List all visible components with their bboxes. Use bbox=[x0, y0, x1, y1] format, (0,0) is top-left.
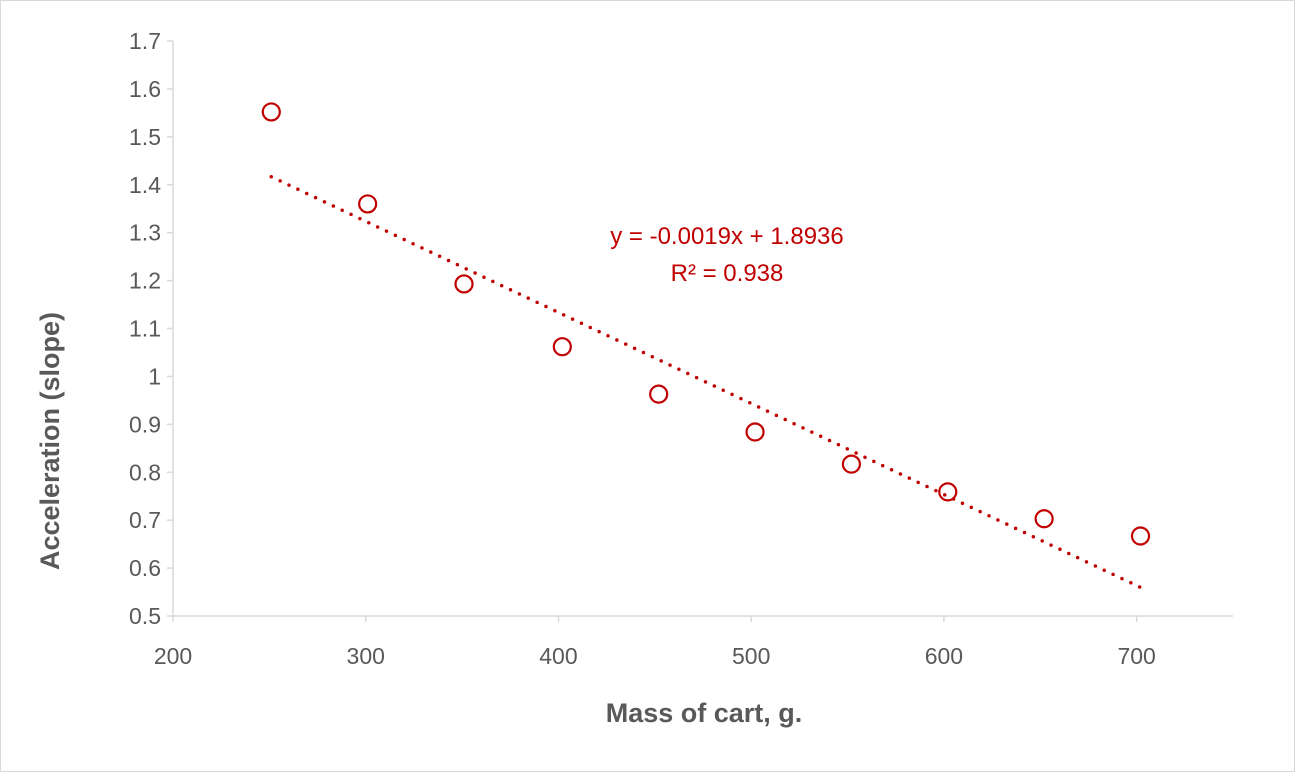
trendline-r2: R² = 0.938 bbox=[671, 260, 784, 287]
data-point bbox=[1130, 526, 1151, 546]
data-point bbox=[454, 274, 474, 294]
data-point bbox=[841, 454, 862, 474]
y-tick-label: 0.8 bbox=[129, 459, 161, 485]
y-tick-label: 1.4 bbox=[129, 172, 161, 198]
trendline-equation: y = -0.0019x + 1.8936 bbox=[610, 223, 844, 250]
x-tick-label: 300 bbox=[347, 643, 385, 669]
data-point bbox=[261, 102, 281, 122]
data-point bbox=[358, 194, 378, 214]
x-axis-title: Mass of cart, g. bbox=[606, 698, 803, 728]
x-tick-label: 600 bbox=[925, 643, 963, 669]
data-point bbox=[745, 422, 765, 442]
data-point bbox=[552, 337, 572, 357]
y-tick-label: 1.6 bbox=[129, 76, 161, 102]
x-tick-label: 700 bbox=[1117, 643, 1155, 669]
x-tick-label: 400 bbox=[539, 643, 577, 669]
y-tick-label: 1.7 bbox=[129, 28, 161, 54]
y-tick-label: 0.5 bbox=[129, 603, 161, 629]
y-tick-label: 0.9 bbox=[129, 411, 161, 437]
trendline bbox=[269, 174, 1143, 590]
x-tick-label: 500 bbox=[732, 643, 770, 669]
y-tick-label: 1 bbox=[148, 363, 161, 389]
y-axis-title: Acceleration (slope) bbox=[35, 312, 65, 570]
x-tick-label: 200 bbox=[154, 643, 192, 669]
data-point bbox=[649, 384, 669, 404]
data-point bbox=[1034, 509, 1054, 529]
y-tick-label: 1.3 bbox=[129, 220, 161, 246]
y-tick-label: 1.2 bbox=[129, 268, 161, 294]
y-tick-label: 1.5 bbox=[129, 124, 161, 150]
data-point bbox=[938, 482, 958, 502]
y-tick-label: 1.1 bbox=[129, 316, 161, 342]
y-tick-label: 0.6 bbox=[129, 555, 161, 581]
y-tick-label: 0.7 bbox=[129, 507, 161, 533]
